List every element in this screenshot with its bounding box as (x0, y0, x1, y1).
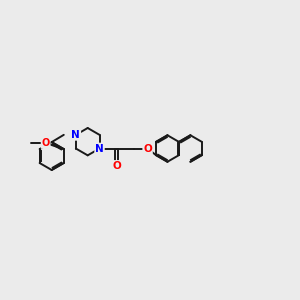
Text: N: N (95, 143, 104, 154)
Text: O: O (112, 161, 121, 171)
Text: O: O (41, 138, 50, 148)
Text: N: N (71, 130, 80, 140)
Text: O: O (143, 143, 152, 154)
